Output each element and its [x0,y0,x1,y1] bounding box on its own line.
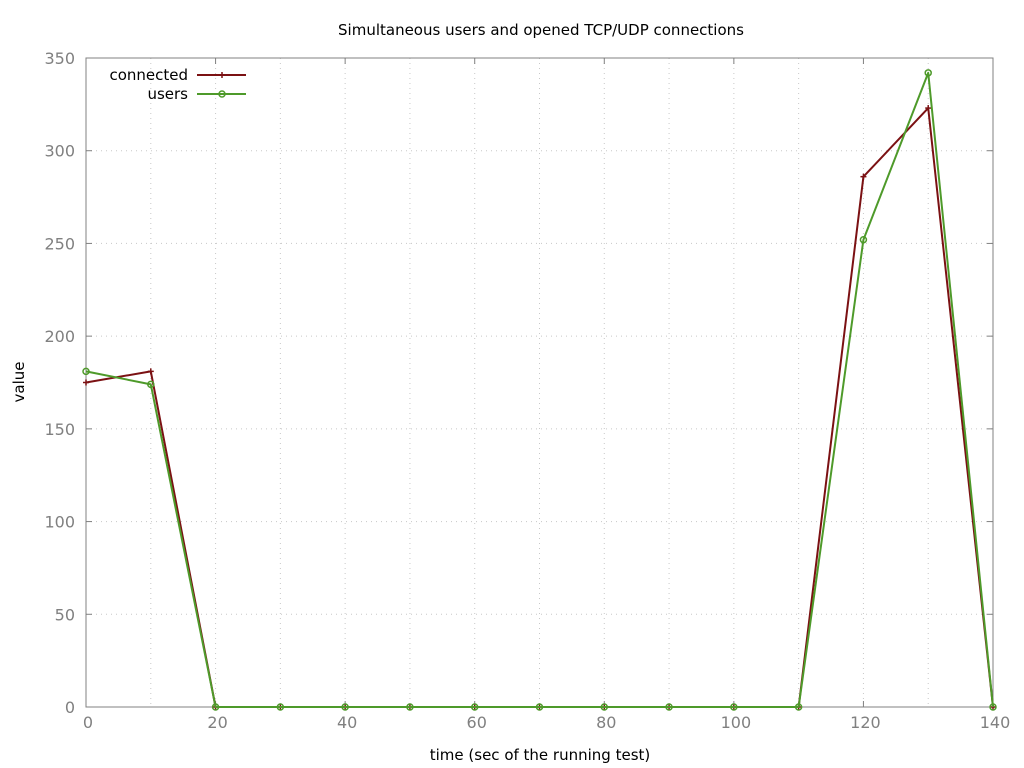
data-point-connected [83,379,89,386]
data-point-users [341,703,349,711]
legend-label: connected [109,66,188,84]
data-point-users [406,703,414,711]
data-point-users [730,703,738,711]
axis-ticks: 0 20 40 60 80 100 120 140 0 50 100 150 200 250 300 350 [44,49,1010,732]
data-point-connected [925,105,932,112]
data-point-connected [147,368,154,375]
x-tick-label: 0 [83,713,93,732]
x-tick-label: 120 [850,713,881,732]
data-point-users [859,235,868,244]
x-tick-label: 60 [467,713,487,732]
legend-entry-users: users [147,85,246,103]
data-point-users [211,703,220,711]
plot-frame [85,57,994,708]
x-tick-label: 100 [721,713,752,732]
data-point-connected [860,173,867,180]
y-tick-label: 0 [65,698,75,717]
y-tick-label: 300 [44,142,75,161]
chart-title: Simultaneous users and opened TCP/UDP co… [338,21,744,39]
series-users [82,69,997,711]
data-point-users [147,380,155,389]
y-tick-label: 200 [44,327,75,346]
series-line-users [85,71,994,708]
series-connected [83,105,996,710]
data-point-users [470,703,479,711]
x-axis-title: time (sec of the running test) [430,746,651,764]
data-point-users [535,703,544,711]
legend-entry-connected: connected [109,66,246,84]
series-group [82,69,997,711]
x-tick-label: 80 [596,713,616,732]
legend-marker [219,72,225,78]
y-tick-label: 350 [44,49,75,68]
data-point-users [82,367,90,376]
legend-label: users [147,85,188,103]
y-axis-title: value [10,362,28,403]
grid [86,58,993,707]
y-tick-label: 150 [44,420,75,439]
y-tick-label: 100 [44,513,75,532]
data-point-users [665,703,673,711]
legend-marker [218,90,226,98]
data-point-users [989,703,997,711]
y-tick-label: 250 [44,234,75,253]
data-point-users [600,703,609,711]
data-point-users [924,69,932,77]
series-line-connected [85,107,994,708]
x-tick-label: 20 [207,713,227,732]
data-point-users [276,703,285,711]
data-point-users [794,703,803,711]
x-tick-label: 40 [337,713,357,732]
x-tick-label: 140 [980,713,1011,732]
y-tick-label: 50 [55,605,75,624]
